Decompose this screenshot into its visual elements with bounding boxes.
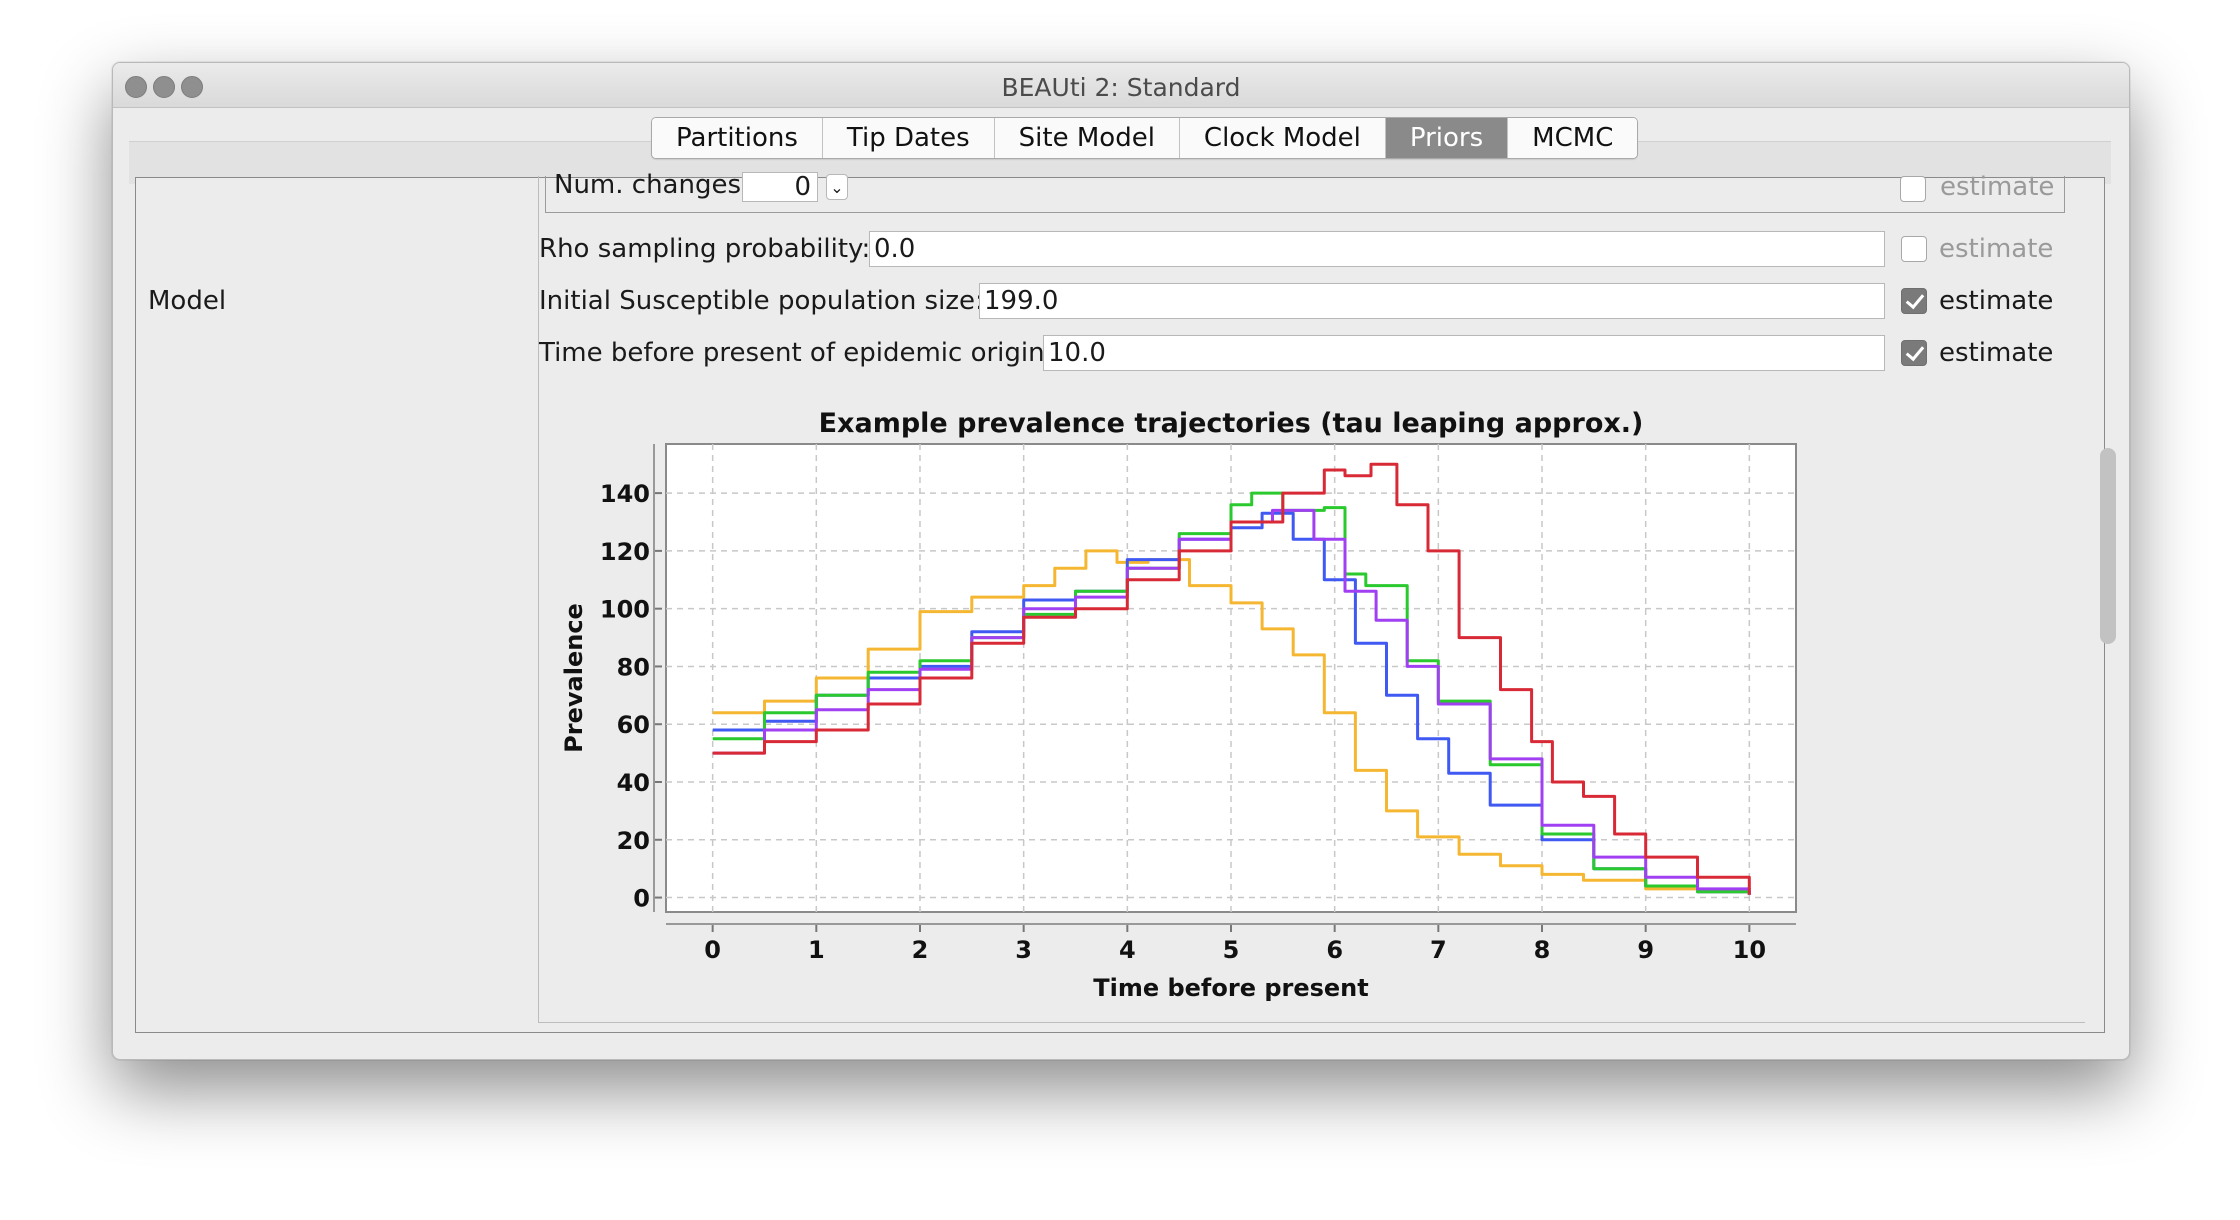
title-bar: BEAUti 2: Standard [113, 63, 2129, 108]
num-changes-estimate-label: estimate [1940, 172, 2055, 202]
window-title: BEAUti 2: Standard [1001, 73, 1241, 102]
x-tick-label: 4 [1119, 936, 1136, 964]
initial-susceptible-label: Initial Susceptible population size: [539, 286, 984, 316]
rho-sampling-field[interactable]: 0.0 [869, 231, 1885, 267]
maximize-window-button[interactable] [181, 76, 203, 98]
epidemic-origin-estimate-checkbox[interactable] [1901, 340, 1927, 366]
scrollbar-thumb[interactable] [2100, 448, 2116, 644]
num-changes-label: Num. changes: [554, 170, 750, 200]
chart-title: Example prevalence trajectories (tau lea… [819, 408, 1644, 439]
rho-sampling-estimate-label: estimate [1939, 234, 2054, 264]
x-tick-label: 6 [1326, 936, 1343, 964]
num-changes-box: Num. changes: 0 ⌄ estimate [545, 170, 2065, 213]
tab-mcmc[interactable]: MCMC [1508, 118, 1638, 158]
initial-susceptible-estimate-label: estimate [1939, 286, 2054, 316]
tab-site-model[interactable]: Site Model [994, 118, 1180, 158]
y-tick-label: 40 [617, 769, 650, 797]
initial-susceptible-field[interactable]: 199.0 [979, 283, 1885, 319]
initial-susceptible-estimate-checkbox[interactable] [1901, 288, 1927, 314]
model-label: Model [148, 286, 227, 316]
model-parameters-panel: Num. changes: 0 ⌄ estimate Rho sampling … [538, 170, 2085, 1023]
tab-partitions[interactable]: Partitions [652, 118, 823, 158]
rho-sampling-label: Rho sampling probability: [539, 234, 871, 264]
trajectory-line-1 [712, 549, 1751, 895]
x-tick-label: 10 [1733, 936, 1766, 964]
chevron-down-icon[interactable]: ⌄ [826, 174, 848, 200]
y-axis-label: Prevalence [560, 603, 588, 753]
y-tick-label: 120 [600, 538, 650, 566]
y-tick-label: 100 [600, 596, 650, 624]
close-window-button[interactable] [125, 76, 147, 98]
num-changes-estimate-checkbox[interactable] [1900, 176, 1926, 202]
y-tick-label: 0 [633, 885, 650, 913]
epidemic-origin-field[interactable]: 10.0 [1043, 335, 1885, 371]
epidemic-origin-estimate-label: estimate [1939, 338, 2054, 368]
x-tick-label: 5 [1223, 936, 1240, 964]
x-tick-label: 9 [1637, 936, 1654, 964]
x-tick-label: 0 [704, 936, 721, 964]
x-tick-label: 7 [1430, 936, 1447, 964]
num-changes-field[interactable]: 0 [742, 172, 818, 202]
rho-sampling-estimate-checkbox[interactable] [1901, 236, 1927, 262]
main-tabs: Partitions Tip Dates Site Model Clock Mo… [651, 117, 1639, 159]
vertical-scrollbar[interactable] [2096, 178, 2122, 1008]
epidemic-origin-label: Time before present of epidemic origin: [539, 338, 1054, 368]
tab-tip-dates[interactable]: Tip Dates [822, 118, 995, 158]
minimize-window-button[interactable] [153, 76, 175, 98]
y-tick-label: 80 [617, 653, 650, 681]
tab-clock-model[interactable]: Clock Model [1179, 118, 1386, 158]
x-tick-label: 2 [912, 936, 929, 964]
trajectory-line-5 [712, 462, 1751, 895]
x-axis-label: Time before present [1093, 974, 1369, 1002]
tab-priors[interactable]: Priors [1385, 118, 1509, 158]
y-tick-label: 60 [617, 711, 650, 739]
x-tick-label: 3 [1015, 936, 1032, 964]
x-tick-label: 8 [1534, 936, 1551, 964]
y-tick-label: 140 [600, 480, 650, 508]
y-tick-label: 20 [617, 827, 650, 855]
x-tick-label: 1 [808, 936, 825, 964]
